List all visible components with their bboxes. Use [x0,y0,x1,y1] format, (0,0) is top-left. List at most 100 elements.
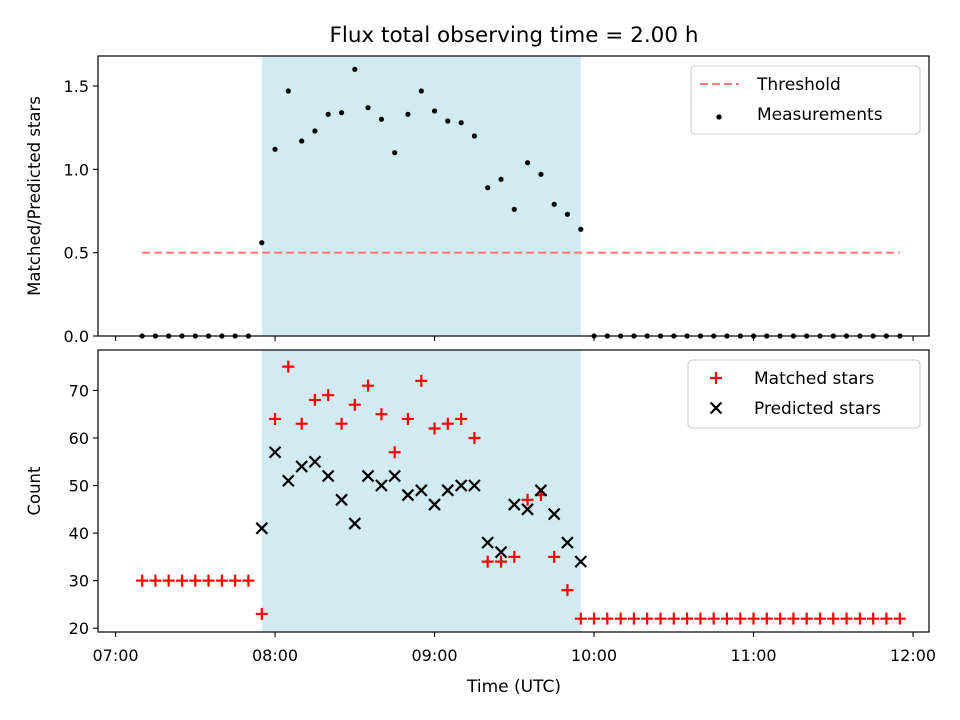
data-point-shape [415,484,428,497]
data-point-shape [534,484,548,497]
legend-marker [716,114,722,120]
legend: Matched stars Predicted stars [687,359,921,429]
series-matched-stars [136,360,906,625]
data-point-shape [494,545,508,559]
data-point [189,574,202,587]
data-point [445,118,451,124]
data-point [481,536,494,549]
data-point-shape [388,446,401,459]
data-point [667,612,680,625]
data-point-shape [255,607,268,620]
data-point-shape [202,574,215,587]
y-tick-label: 1.5 [64,77,89,96]
data-point-shape [601,612,614,625]
series-measurements [139,66,903,339]
y-tick-label: 20 [69,619,89,638]
data-point [242,574,255,587]
data-point [508,550,521,563]
data-point [415,374,428,387]
y-tick-label: 40 [69,524,89,543]
data-point [378,116,385,122]
data-point-shape [375,408,388,421]
data-point [392,150,398,156]
data-point [338,110,345,116]
data-point-shape [720,612,733,625]
data-point [578,226,584,232]
legend-marker [709,401,723,415]
data-point [760,612,773,625]
data-point-shape [853,612,866,625]
data-point [511,206,517,212]
data-point [574,555,588,568]
data-point [335,493,348,507]
data-point [308,393,321,406]
data-point-shape [893,612,906,625]
data-point [524,160,531,166]
data-point-shape [282,360,295,373]
data-point [538,171,544,177]
data-point [827,612,840,625]
data-point-shape [508,550,521,563]
data-point [285,88,291,94]
data-point-shape [574,555,588,568]
data-point [534,484,548,497]
data-point-shape [654,612,667,625]
data-point [734,612,747,625]
x-tick-label: 09:00 [411,646,457,665]
data-point [720,612,733,625]
data-point-shape [269,412,282,425]
data-point-shape [814,612,827,625]
data-point-shape [428,422,441,435]
data-point [494,545,508,559]
data-point [176,574,189,587]
data-point [814,612,827,625]
data-point-shape [627,612,640,625]
data-point [295,460,308,473]
data-point-shape [282,474,295,488]
data-point [561,536,574,549]
axes-frame [97,55,930,337]
data-point [787,612,800,625]
y-tick-label: 1.0 [64,160,89,179]
data-point-shape [215,574,228,587]
data-point-shape [335,417,348,430]
observing-window-shade [261,56,581,336]
data-point [574,612,587,625]
data-point-shape [176,574,189,587]
data-point-shape [401,412,414,425]
data-point [428,422,441,435]
data-point [614,612,627,625]
data-point-shape [295,417,308,430]
data-point [481,555,494,568]
x-tick-label: 08:00 [252,646,298,665]
data-point [694,612,707,625]
data-point [352,66,358,72]
legend-label: Threshold [756,75,841,95]
data-point-shape [308,393,321,406]
data-point [468,479,481,492]
data-point [853,612,866,625]
data-point [348,398,361,411]
data-point [551,201,557,207]
data-point [375,479,388,492]
data-point-shape [547,507,561,521]
data-point-shape [229,574,242,587]
data-point [508,498,521,511]
data-point [405,111,411,117]
data-point [322,389,335,402]
data-point-shape [335,493,348,507]
subplot-2: 20 30 40 50 60 70 07:00 08:00 09:00 10:00 11:00 12:… [25,349,936,665]
data-point-shape [774,612,787,625]
data-point [268,445,282,459]
legend-box [687,359,921,429]
data-point [428,498,441,511]
data-point-shape [308,455,322,469]
x-tick-label: 10:00 [571,646,617,665]
legend-label: Matched stars [754,369,874,389]
data-point-shape [362,379,375,392]
data-point-shape [827,612,840,625]
data-point-shape [880,612,893,625]
data-point [388,469,401,483]
data-point [375,408,388,421]
